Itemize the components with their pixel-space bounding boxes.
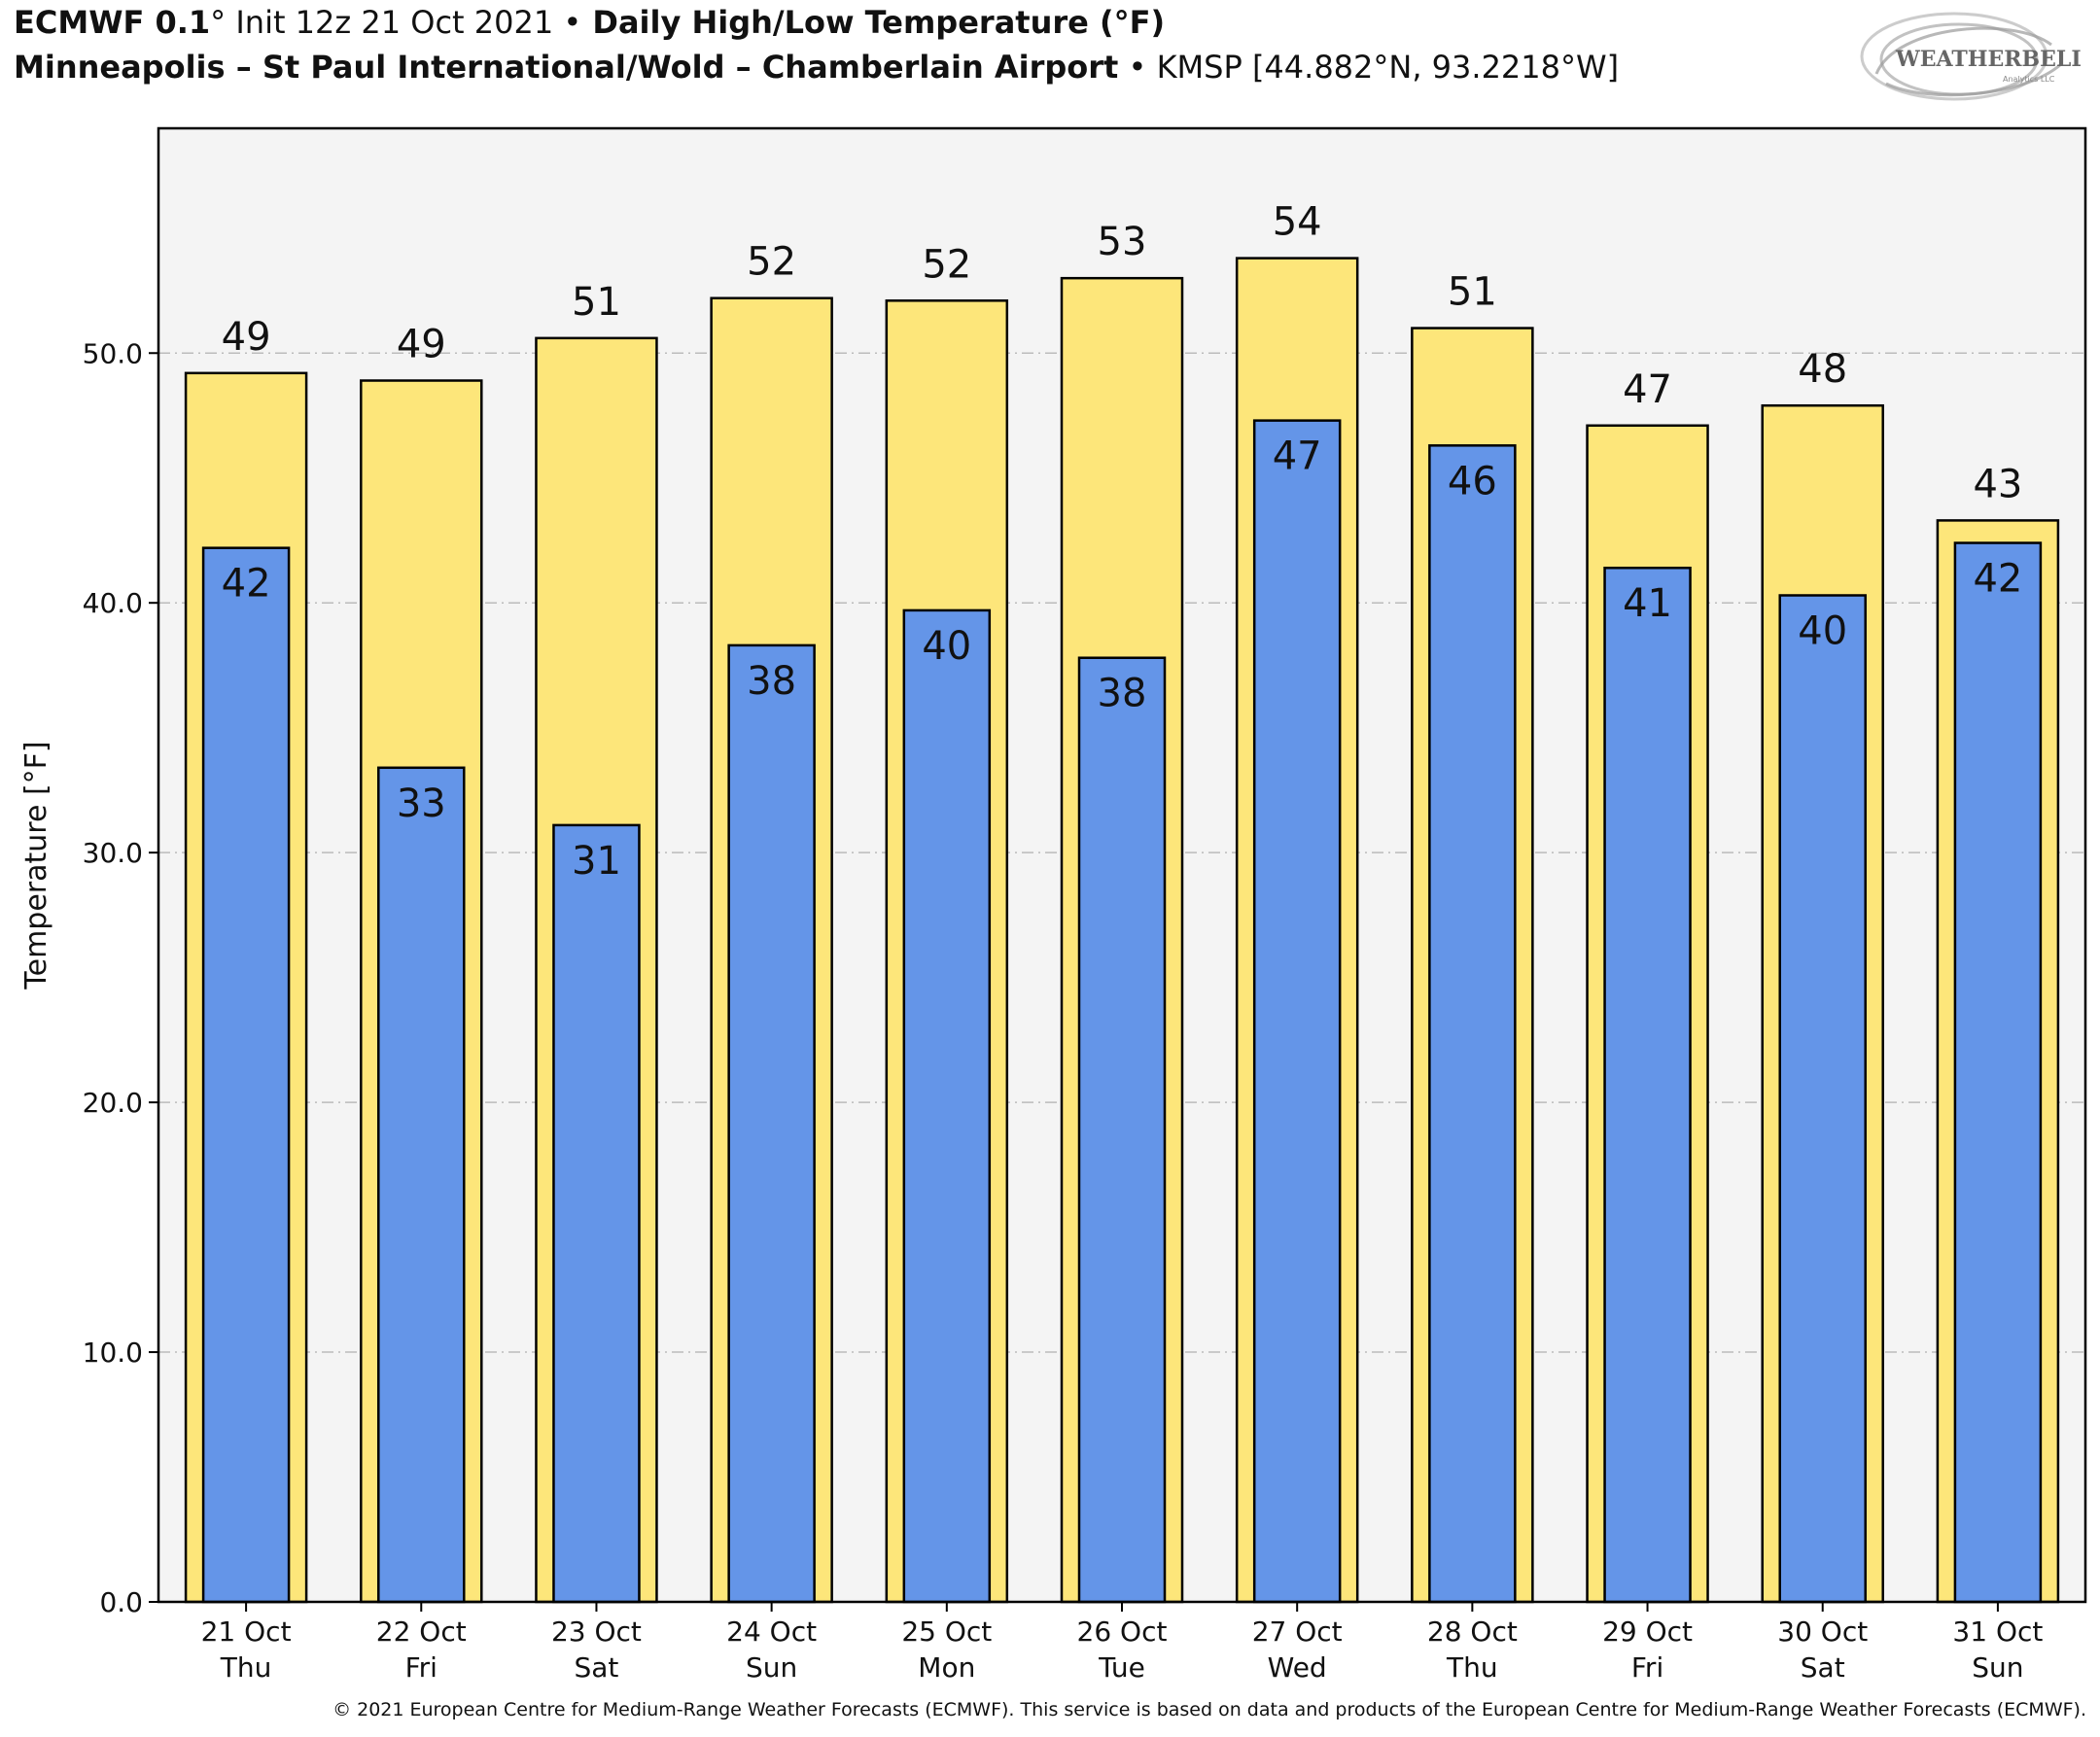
x-tick-label-date: 31 Oct xyxy=(1952,1615,2043,1648)
low-temp-label: 38 xyxy=(747,659,796,704)
high-temp-label: 51 xyxy=(572,280,621,325)
x-tick-label-day: Fri xyxy=(405,1651,438,1684)
x-tick-label-date: 21 Oct xyxy=(201,1615,292,1648)
high-temp-label: 53 xyxy=(1098,220,1147,264)
x-tick-label-day: Mon xyxy=(918,1651,975,1684)
low-temp-bar xyxy=(1077,656,1167,1604)
low-temp-label: 38 xyxy=(1098,672,1147,716)
low-temp-label: 46 xyxy=(1448,459,1497,504)
separator: • xyxy=(563,4,582,41)
separator: • xyxy=(1128,49,1147,86)
y-tick-label: 20.0 xyxy=(83,1087,143,1119)
station-detail: KMSP [44.882°N, 93.2218°W] xyxy=(1146,49,1620,86)
x-tick-label-day: Sat xyxy=(1801,1651,1845,1684)
y-tick-label: 0.0 xyxy=(99,1586,143,1618)
low-temp-label: 42 xyxy=(1973,557,2022,602)
low-temp-bar xyxy=(902,608,992,1604)
x-tick-label-date: 28 Oct xyxy=(1427,1615,1518,1648)
y-tick-label: 40.0 xyxy=(83,587,143,619)
model-unit: ° xyxy=(210,4,227,41)
y-axis: 0.0 10.0 20.0 30.0 40.0 50.0 xyxy=(83,337,158,1618)
y-tick-label: 50.0 xyxy=(83,337,143,369)
low-temp-label: 41 xyxy=(1623,581,1672,626)
model-name: ECMWF 0.1 xyxy=(14,4,211,41)
x-tick-label-day: Sun xyxy=(1972,1651,2023,1684)
low-temp-bar xyxy=(1428,444,1517,1604)
x-tick-label-day: Sat xyxy=(574,1651,618,1684)
high-temp-label: 47 xyxy=(1623,367,1672,412)
low-temp-label: 33 xyxy=(397,782,446,826)
x-tick-label-day: Sun xyxy=(746,1651,797,1684)
low-temp-bar xyxy=(1953,541,2043,1604)
low-temp-bar xyxy=(727,643,816,1604)
low-temp-bar xyxy=(201,546,291,1604)
high-temp-label: 51 xyxy=(1448,270,1497,315)
logo-subtext: Analytics LLC xyxy=(2003,75,2055,84)
logo-text: WEATHERBELL xyxy=(1895,47,2081,72)
x-tick-label-date: 23 Oct xyxy=(551,1615,642,1648)
low-temp-bar xyxy=(1778,594,1867,1604)
init-time: Init 12z 21 Oct 2021 xyxy=(226,4,564,41)
high-temp-label: 49 xyxy=(222,315,271,360)
y-tick-label: 30.0 xyxy=(83,837,143,869)
bar-labels: 49 42 49 33 51 31 52 38 52 40 53 38 54 47 51 46 47 41 48 40… xyxy=(222,200,2023,884)
x-tick-label-date: 30 Oct xyxy=(1777,1615,1868,1648)
x-tick-label-day: Fri xyxy=(1631,1651,1663,1684)
y-tick-label: 10.0 xyxy=(83,1337,143,1369)
low-temp-label: 40 xyxy=(1798,608,1847,653)
x-tick-label-day: Tue xyxy=(1098,1651,1145,1684)
low-temp-bar xyxy=(1603,566,1692,1604)
y-axis-label: Temperature [°F] xyxy=(19,741,53,990)
station-name: Minneapolis – St Paul International/Wold… xyxy=(14,49,1119,86)
high-temp-label: 43 xyxy=(1973,462,2022,506)
low-temp-label: 40 xyxy=(922,624,971,669)
low-temp-label: 47 xyxy=(1273,434,1322,479)
x-tick-label-date: 26 Oct xyxy=(1077,1615,1168,1648)
high-temp-label: 49 xyxy=(397,323,446,367)
x-tick-label-day: Thu xyxy=(1446,1651,1498,1684)
x-tick-label-date: 22 Oct xyxy=(376,1615,467,1648)
x-tick-label-date: 29 Oct xyxy=(1602,1615,1693,1648)
x-tick-label-date: 27 Oct xyxy=(1252,1615,1343,1648)
high-temp-label: 52 xyxy=(747,240,796,285)
high-temp-label: 48 xyxy=(1798,347,1847,392)
x-tick-label-day: Thu xyxy=(220,1651,272,1684)
low-temp-label: 31 xyxy=(572,839,621,884)
chart-title-line-2: Minneapolis – St Paul International/Wold… xyxy=(14,49,1619,86)
x-tick-label-date: 25 Oct xyxy=(901,1615,992,1648)
low-temp-bar xyxy=(1252,419,1342,1604)
x-tick-label-day: Wed xyxy=(1268,1651,1327,1684)
product-name: Daily High/Low Temperature (°F) xyxy=(581,4,1166,41)
x-tick-label-date: 24 Oct xyxy=(726,1615,817,1648)
high-temp-label: 52 xyxy=(922,242,971,287)
low-temp-bar xyxy=(377,766,466,1604)
weatherbell-logo: WEATHERBELL Analytics LLC xyxy=(1860,12,2081,101)
chart-title-line-1: ECMWF 0.1° Init 12z 21 Oct 2021 • Daily … xyxy=(14,4,1165,41)
bars xyxy=(184,257,2060,1604)
high-temp-label: 54 xyxy=(1273,200,1322,245)
low-temp-label: 42 xyxy=(222,562,271,607)
copyright-notice: © 2021 European Centre for Medium-Range … xyxy=(332,1699,2086,1720)
low-temp-bar xyxy=(552,823,641,1604)
